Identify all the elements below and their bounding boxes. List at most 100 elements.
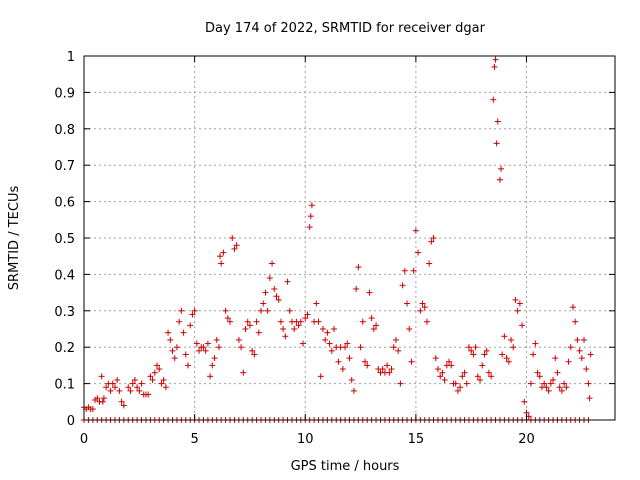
data-point [359,318,366,325]
data-point [536,373,543,380]
data-point [496,176,503,183]
data-point [315,318,322,325]
data-point [324,329,331,336]
data-point [262,289,269,296]
data-point [89,406,96,413]
data-point [401,267,408,274]
data-point [348,376,355,383]
data-point [229,235,236,241]
data-point [111,384,118,391]
data-point [510,344,517,351]
data-point [255,329,262,336]
data-point [472,344,479,351]
data-point [162,384,169,391]
data-point [583,366,590,373]
data-point [251,351,258,358]
data-point [384,362,391,369]
x-tick-label: 15 [408,432,425,447]
data-point [244,318,251,325]
y-axis-label: SRMTID / TECUs [7,186,22,291]
data-point [410,267,417,274]
data-point [224,315,231,322]
data-point [554,369,561,376]
data-point [215,344,222,351]
data-point [408,358,415,365]
data-point [319,326,326,332]
tick-labels: 00.10.20.30.40.50.60.70.80.910 5 10 15 20 [54,50,534,447]
data-point [503,355,510,362]
data-point [508,336,515,343]
data-point [485,369,492,376]
data-point [339,366,346,373]
data-point [498,165,505,172]
data-point [479,362,486,369]
data-point [364,362,371,369]
data-point [426,260,433,267]
data-point [147,373,154,380]
data-point [220,249,227,256]
y-tick-label: 0 [67,414,75,429]
chart-title: Day 174 of 2022, SRMTID for receiver dga… [205,21,486,36]
data-point [406,326,413,332]
data-point [326,340,333,347]
data-point [207,373,214,380]
data-point [587,351,594,358]
data-point [395,347,402,354]
data-point [448,362,455,369]
data-point [505,358,512,365]
data-point [116,387,123,394]
data-point [277,318,284,325]
data-point [158,380,165,387]
data-point [454,387,461,394]
data-point [432,355,439,362]
data-point [167,336,174,343]
data-point [581,336,588,343]
data-point [514,307,521,314]
data-point [572,318,579,325]
data-point [545,387,552,394]
data-point [379,366,386,373]
data-point [222,307,229,314]
data-point [373,322,380,329]
data-point [585,380,592,387]
data-point [335,358,342,365]
data-points [81,56,594,423]
data-point [558,387,565,394]
data-point [493,140,500,147]
data-point [269,260,276,267]
data-point [302,315,309,322]
data-point [556,384,563,391]
data-point [370,326,377,332]
data-point [107,387,114,394]
data-point [567,344,574,351]
data-point [271,285,278,292]
data-point [99,398,106,405]
data-point [217,253,224,260]
x-axis-label: GPS time / hours [291,459,400,474]
data-point [213,336,220,343]
data-point [350,387,357,394]
data-point [399,282,406,289]
data-point [412,227,419,234]
data-point [574,336,581,343]
data-point [136,387,143,394]
data-point [543,384,550,391]
y-tick-label: 0.6 [54,196,75,211]
data-point [569,304,576,311]
data-point [541,380,548,387]
data-point [417,307,424,314]
data-point [235,336,242,343]
data-point [120,402,127,409]
data-point [317,373,324,380]
data-point [530,351,537,358]
data-point [368,315,375,322]
y-tick-label: 0.9 [54,86,75,101]
data-point [211,355,218,362]
data-point [109,380,116,387]
data-point [178,307,185,314]
data-point [437,373,444,380]
data-point [145,391,152,398]
data-point [171,355,178,362]
data-point [492,56,499,63]
